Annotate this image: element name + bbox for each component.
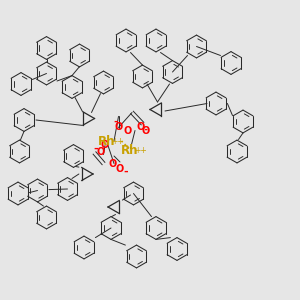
Text: ++: ++ [111, 137, 124, 146]
Text: Rh: Rh [98, 135, 115, 148]
Text: -: - [124, 167, 128, 177]
Text: O: O [108, 159, 117, 170]
Text: Rh: Rh [121, 144, 138, 157]
Text: ++: ++ [134, 146, 147, 155]
Text: O: O [116, 164, 124, 174]
Text: O: O [136, 122, 145, 133]
Text: -: - [113, 117, 118, 127]
Text: Θ: Θ [141, 125, 150, 136]
Text: O: O [101, 140, 109, 150]
Text: O: O [96, 147, 105, 158]
Text: O: O [123, 126, 132, 136]
Text: O: O [114, 122, 123, 132]
Text: -: - [93, 143, 98, 154]
